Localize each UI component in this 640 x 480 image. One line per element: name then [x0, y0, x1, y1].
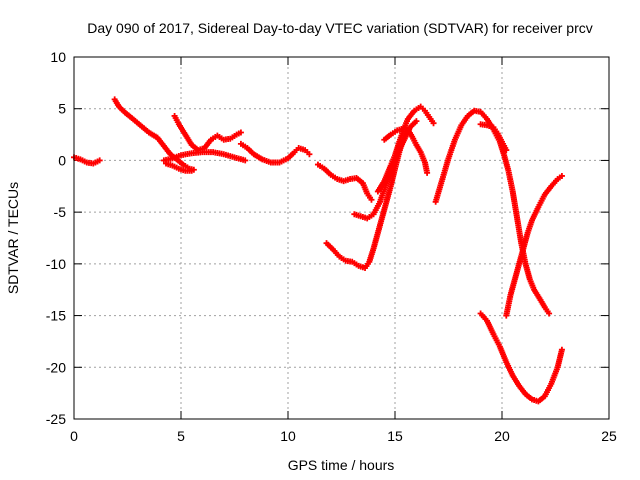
data-point [413, 118, 420, 125]
x-tick-label: 20 [494, 428, 510, 444]
data-track-13 [477, 121, 510, 154]
data-point [306, 151, 313, 158]
x-tick-label: 0 [70, 428, 78, 444]
data-track-6 [237, 140, 313, 166]
chart-title: Day 090 of 2017, Sidereal Day-to-day VTE… [87, 20, 593, 36]
data-track-10 [374, 103, 437, 195]
x-tick-label: 10 [280, 428, 296, 444]
y-axis-label: SDTVAR / TECUs [5, 182, 21, 294]
data-point [96, 157, 103, 164]
data-track-14 [503, 172, 565, 319]
x-tick-label: 25 [601, 428, 617, 444]
y-tick-label: 0 [58, 152, 66, 168]
y-tick-label: -20 [46, 359, 66, 375]
y-tick-label: -10 [46, 256, 66, 272]
data-track-1 [71, 154, 103, 167]
data-point [546, 310, 553, 317]
data-point [430, 120, 437, 127]
data-point [424, 169, 431, 176]
data-track-15 [477, 310, 565, 405]
data-point [558, 346, 565, 353]
plot-frame [73, 56, 610, 420]
x-tick-label: 5 [177, 428, 185, 444]
data-point [242, 157, 249, 164]
y-tick-label: 10 [50, 49, 66, 65]
data-track-11 [381, 125, 431, 176]
data-point [558, 172, 565, 179]
y-tick-label: 5 [58, 101, 66, 117]
data-point [503, 147, 510, 154]
y-tick-label: -25 [46, 411, 66, 427]
data-point [237, 129, 244, 136]
x-axis-label: GPS time / hours [288, 457, 395, 473]
data-track-5 [163, 160, 195, 174]
data-track-3 [171, 112, 244, 154]
data-points [71, 96, 565, 405]
y-tick-label: -5 [54, 204, 67, 220]
data-track-7 [314, 161, 375, 203]
x-axis-ticks: 0 5 10 15 20 25 [70, 57, 617, 444]
data-point [368, 196, 375, 203]
y-tick-label: -15 [46, 308, 66, 324]
data-track-4 [160, 149, 249, 164]
x-tick-label: 15 [387, 428, 403, 444]
data-point [188, 167, 195, 174]
